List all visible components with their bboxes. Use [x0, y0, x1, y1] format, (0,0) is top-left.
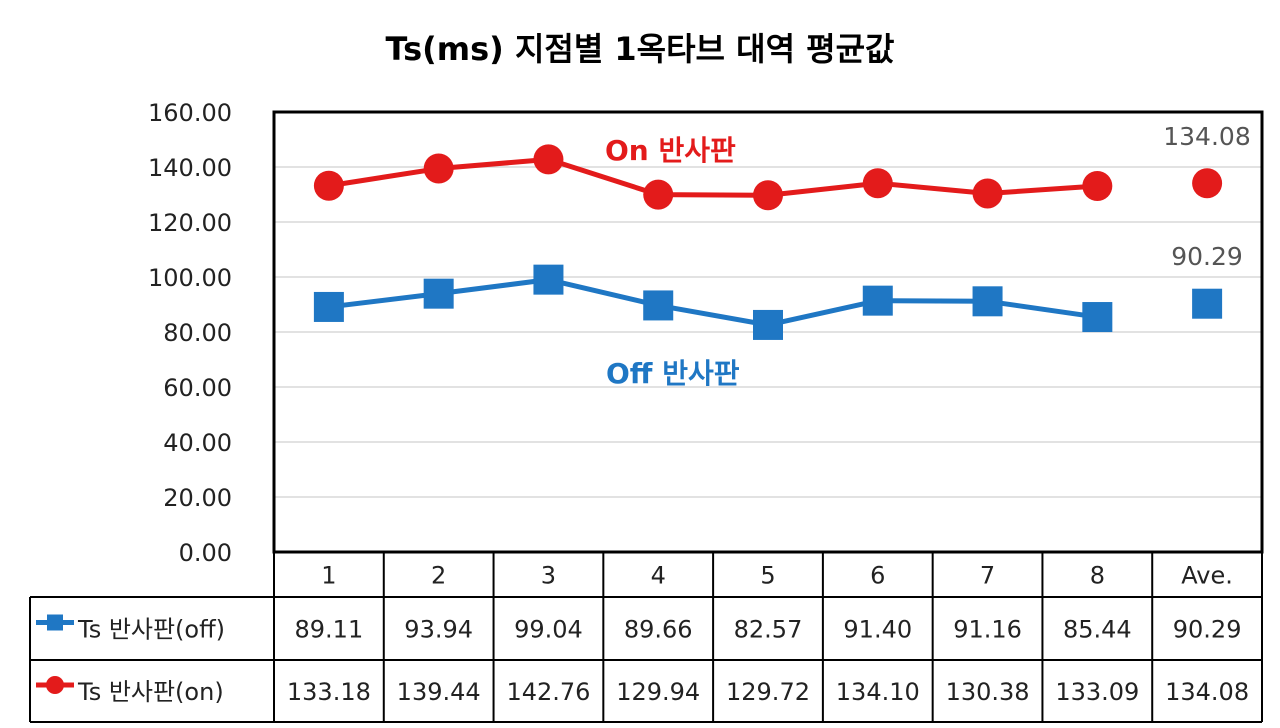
- point-marker-on: [1192, 168, 1223, 199]
- table-cell-value: 139.44: [397, 678, 481, 706]
- table-cell-value: 133.18: [287, 678, 371, 706]
- annotation-off: Off 반사판: [606, 357, 740, 390]
- category-label: 6: [870, 562, 885, 590]
- legend-label: Ts 반사판(off): [77, 616, 225, 644]
- table-cell-value: 82.57: [734, 616, 803, 644]
- table-cell-value: 134.08: [1165, 678, 1249, 706]
- category-label: 1: [321, 562, 336, 590]
- y-tick-label: 80.00: [163, 319, 232, 347]
- category-label: Ave.: [1181, 562, 1233, 590]
- point-marker-off: [423, 278, 454, 309]
- point-marker-off: [1192, 288, 1223, 319]
- point-marker-off: [533, 264, 564, 295]
- chart-title: Ts(ms) 지점별 1옥타브 대역 평균값: [386, 30, 895, 68]
- table-cell-value: 93.94: [404, 616, 473, 644]
- point-marker-off: [972, 286, 1003, 317]
- table-cell-value: 142.76: [506, 678, 590, 706]
- point-marker-on: [423, 153, 454, 184]
- point-marker-on: [313, 170, 344, 201]
- table-cell-value: 129.72: [726, 678, 810, 706]
- average-label-off: 90.29: [1171, 242, 1243, 271]
- point-marker-off: [753, 309, 783, 340]
- annotation-on: On 반사판: [605, 134, 736, 167]
- y-tick-label: 120.00: [148, 209, 232, 237]
- series-line-on: [328, 156, 1098, 198]
- table-cell-value: 89.11: [295, 616, 364, 644]
- point-marker-off: [1082, 302, 1113, 333]
- y-axis-ticks: 0.00 20.00 40.00 60.00 80.00 100.00 120.00 140.…: [148, 99, 232, 567]
- table-cell-value: 89.66: [624, 616, 693, 644]
- point-marker-off: [643, 290, 674, 321]
- legend-key-marker: [47, 614, 63, 631]
- table-cell-value: 130.38: [946, 678, 1030, 706]
- table-cell-value: 90.29: [1173, 616, 1242, 644]
- table-cell-value: 99.04: [514, 616, 583, 644]
- point-marker-on: [753, 180, 783, 211]
- point-marker-on: [643, 179, 674, 210]
- point-marker-on: [1082, 171, 1113, 202]
- table-cell-value: 91.40: [843, 616, 912, 644]
- point-marker-on: [972, 178, 1003, 209]
- category-label: 8: [1090, 562, 1105, 590]
- category-label: 7: [980, 562, 995, 590]
- y-tick-label: 100.00: [148, 264, 232, 292]
- table-cell-value: 85.44: [1063, 616, 1132, 644]
- series-lines: [328, 156, 1098, 328]
- legend-label: Ts 반사판(on): [77, 678, 224, 706]
- y-tick-label: 0.00: [179, 539, 232, 567]
- category-label: 5: [760, 562, 775, 590]
- y-tick-label: 60.00: [163, 374, 232, 402]
- y-tick-label: 20.00: [163, 484, 232, 512]
- category-label: 3: [541, 562, 556, 590]
- point-marker-off: [313, 291, 344, 322]
- table-cell-value: 134.10: [836, 678, 920, 706]
- point-marker-off: [862, 285, 893, 316]
- table-cell-value: 91.16: [953, 616, 1022, 644]
- average-label-on: 134.08: [1163, 122, 1250, 151]
- series-line-off: [328, 277, 1098, 328]
- series-markers: [313, 144, 1223, 340]
- category-label: 4: [651, 562, 666, 590]
- y-tick-label: 140.00: [148, 154, 232, 182]
- point-marker-on: [533, 144, 564, 175]
- y-tick-label: 40.00: [163, 429, 232, 457]
- category-label: 2: [431, 562, 446, 590]
- data-table: 1 2 3 4 5 6 7 8 Ave. Ts 반사판(off) 89.11 93.94 99.04 89…: [29, 551, 1263, 723]
- y-tick-label: 160.00: [148, 99, 232, 127]
- table-cell-value: 133.09: [1055, 678, 1139, 706]
- legend-key-marker: [46, 676, 64, 694]
- point-marker-on: [862, 168, 893, 199]
- table-cell-value: 129.94: [616, 678, 700, 706]
